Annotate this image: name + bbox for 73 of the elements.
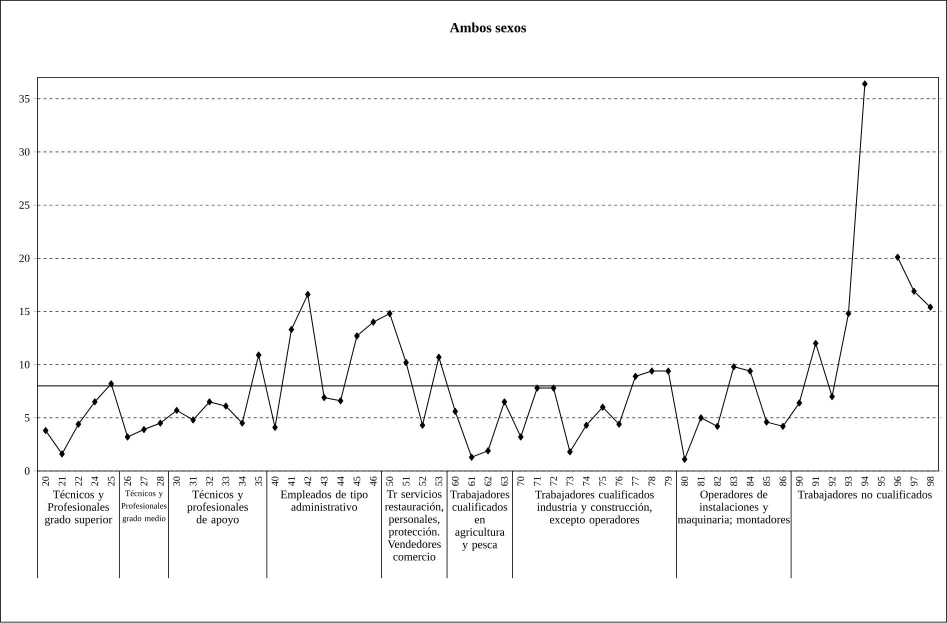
x-tick-label: 72: [550, 476, 557, 486]
y-tick-label: 20: [19, 254, 30, 262]
y-tick-label: 35: [19, 95, 30, 103]
x-tick-label: 41: [288, 476, 295, 486]
x-tick-label: 22: [75, 476, 82, 486]
x-tick-label: 40: [272, 476, 278, 486]
x-tick-label: 91: [812, 476, 820, 486]
x-tick-label: 74: [583, 476, 590, 486]
x-tick-label: 31: [190, 476, 196, 486]
x-tick-label: 50: [386, 476, 394, 486]
x-tick-label: 78: [648, 476, 656, 486]
y-tick-label: 10: [20, 361, 30, 369]
x-tick-label: 60: [452, 476, 459, 486]
y-tick-label: 15: [20, 308, 30, 316]
text: Tr servicios restauración, personales, protección. Vendedores comercio: [384, 490, 444, 561]
y-tick-label: 5: [25, 414, 30, 422]
x-tick-label: 44: [337, 476, 344, 486]
x-tick-label: 61: [468, 476, 475, 486]
x-tick-label: 80: [681, 476, 688, 486]
x-tick-label: 45: [354, 476, 360, 486]
x-tick-label: 81: [698, 476, 704, 486]
x-tick-label: 34: [238, 476, 246, 486]
x-tick-label: 35: [255, 476, 262, 486]
x-tick-label: 25: [108, 476, 115, 486]
x-tick-label: 77: [632, 476, 639, 486]
x-tick-label: 86: [780, 476, 786, 486]
x-tick-label: 53: [436, 476, 442, 486]
y-tick-label: 30: [19, 148, 30, 156]
x-tick-label: 20: [42, 476, 50, 486]
x-tick-label: 43: [320, 476, 328, 486]
text: Trabajadores no cualificados: [798, 490, 932, 501]
x-tick-label: 75: [599, 476, 606, 486]
x-tick-label: 73: [566, 476, 574, 486]
x-tick-label: 83: [730, 476, 738, 486]
x-tick-label: 93: [845, 476, 852, 486]
x-tick-label: 98: [927, 476, 934, 486]
text: Trabajadores cualificados en agricultura y pesca: [450, 490, 510, 551]
text: Técnicos y Profesionales grado medio: [121, 490, 167, 524]
y-tick-label: 25: [19, 202, 30, 210]
text: Empleados de tipo administrativo: [280, 490, 368, 512]
x-tick-label: 21: [58, 476, 66, 486]
x-tick-label: 26: [124, 476, 131, 486]
x-tick-label: 94: [861, 476, 868, 486]
x-tick-label: 84: [746, 476, 754, 486]
x-tick-label: 63: [501, 476, 508, 486]
x-tick-label: 32: [206, 476, 213, 486]
x-tick-label: 62: [484, 476, 492, 486]
x-tick-label: 33: [222, 476, 230, 486]
x-tick-label: 96: [894, 476, 901, 486]
chart-title: Ambos sexos: [450, 22, 526, 33]
text: Trabajadores cualificados industria y construcción, excepto operadores: [535, 490, 654, 526]
x-tick-label: 79: [664, 476, 672, 486]
x-tick-label: 76: [616, 476, 622, 486]
x-tick-label: 51: [402, 476, 410, 486]
x-tick-label: 46: [370, 476, 377, 486]
x-tick-label: 27: [140, 476, 148, 486]
x-tick-label: 24: [91, 476, 98, 486]
text: Operadores de instalaciones y maquinaria; montadores: [678, 490, 790, 526]
x-tick-label: 28: [156, 476, 164, 486]
text: Técnicos y Profesionales grado superior: [45, 490, 112, 526]
x-tick-label: 97: [910, 476, 918, 486]
y-tick-label: 0: [24, 467, 30, 475]
x-tick-label: 70: [517, 476, 524, 486]
x-tick-label: 85: [763, 476, 770, 486]
x-tick-label: 71: [534, 476, 540, 486]
text: Técnicos y profesionales de apoyo: [187, 490, 248, 526]
x-tick-label: 90: [796, 476, 803, 486]
x-tick-label: 92: [828, 476, 836, 486]
x-tick-label: 52: [419, 476, 426, 486]
x-tick-label: 30: [173, 476, 180, 486]
x-tick-label: 82: [714, 476, 721, 486]
x-tick-label: 95: [878, 476, 885, 486]
x-tick-label: 42: [304, 476, 312, 486]
